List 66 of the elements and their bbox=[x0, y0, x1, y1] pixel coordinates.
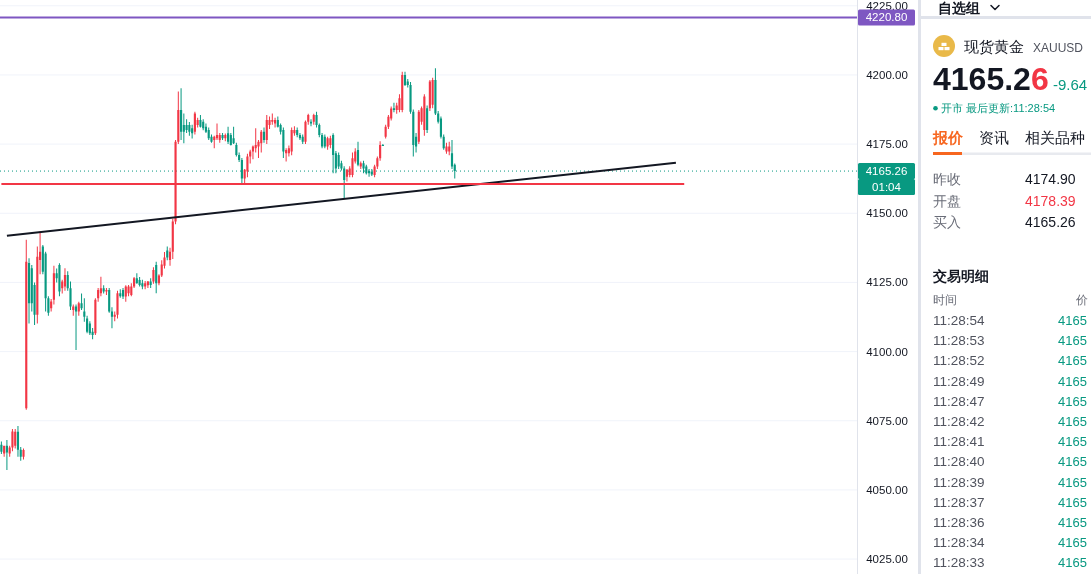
candlestick bbox=[152, 267, 155, 284]
y-tick-label: 11:28:37 bbox=[933, 494, 985, 510]
y-tick-label: 11:28:42 bbox=[933, 414, 985, 429]
text: 报价 bbox=[932, 129, 964, 146]
y-tick-label: 4050.00 bbox=[866, 483, 908, 496]
text: -9.64 bbox=[1053, 76, 1088, 93]
candlestick bbox=[58, 263, 61, 297]
text: 自选组 bbox=[938, 0, 980, 16]
y-tick-label: 4200.00 bbox=[866, 68, 908, 81]
text: 开市 最后更新:11:28:54 bbox=[941, 102, 1056, 114]
y-tick-label: 11:28:36 bbox=[933, 515, 985, 530]
y-tick-label: 11:28:40 bbox=[933, 454, 985, 470]
y-tick-label: 11:28:49 bbox=[933, 373, 985, 389]
text: 4174.90 bbox=[1025, 171, 1076, 187]
candlestick bbox=[271, 113, 274, 125]
y-tick-label: 11:28:34 bbox=[933, 535, 986, 551]
data-label: 4165 bbox=[1058, 555, 1087, 571]
data-label: 4165 bbox=[1058, 313, 1087, 328]
candlestick bbox=[445, 142, 448, 154]
y-axis-title: 时间 bbox=[933, 293, 957, 307]
text: 相关品种 bbox=[1025, 129, 1085, 146]
y-tick-label: 4225.00 bbox=[866, 0, 908, 12]
y-tick-label: 11:28:52 bbox=[933, 353, 985, 369]
candlestick bbox=[221, 133, 224, 140]
data-label: 4165 bbox=[1058, 515, 1087, 530]
y-tick-label: 11:28:53 bbox=[933, 333, 985, 349]
y-tick-label: 11:28:33 bbox=[933, 555, 985, 571]
ref-line-label: 4165.26 bbox=[865, 165, 908, 178]
data-label: 4165 bbox=[1058, 434, 1087, 450]
data-label: 4165 bbox=[1058, 535, 1087, 551]
ref-line-label: 4220.80 bbox=[865, 11, 908, 24]
text: XAUUSD bbox=[1033, 41, 1084, 55]
text: 开盘 bbox=[933, 193, 961, 209]
text: 4165.26 bbox=[933, 61, 1049, 97]
text: 4178.39 bbox=[1025, 193, 1076, 209]
y-tick-label: 11:28:54 bbox=[933, 313, 986, 328]
y-tick-label: 4075.00 bbox=[866, 414, 908, 427]
data-label: 4165 bbox=[1058, 373, 1087, 389]
text: 买入 bbox=[933, 214, 961, 230]
data-label: 4165 bbox=[1058, 414, 1087, 429]
text: 4165.26 bbox=[1025, 214, 1076, 230]
text: 昨收 bbox=[933, 171, 961, 187]
data-label: 4165 bbox=[1058, 474, 1087, 490]
data-label: 4165 bbox=[1058, 494, 1087, 510]
candlestick bbox=[105, 287, 108, 295]
y-tick-label: 4150.00 bbox=[866, 207, 908, 220]
y-tick-label: 11:28:41 bbox=[933, 434, 985, 450]
y-tick-label: 4175.00 bbox=[866, 138, 908, 151]
candlestick bbox=[199, 115, 202, 128]
data-label: 4165 bbox=[1058, 454, 1087, 470]
data-label: 4165 bbox=[1058, 333, 1087, 349]
chart-title: 交易明细 bbox=[932, 268, 989, 284]
text: 资讯 bbox=[979, 129, 1009, 146]
y-tick-label: 4025.00 bbox=[866, 553, 908, 566]
data-label: 4165 bbox=[1058, 353, 1087, 369]
candlestick bbox=[116, 290, 119, 319]
candlestick bbox=[22, 448, 25, 460]
y-tick-label: 11:28:47 bbox=[933, 393, 985, 409]
y-tick-label: 4125.00 bbox=[866, 276, 908, 289]
candlestick bbox=[351, 152, 354, 178]
text: 现货黄金 bbox=[964, 38, 1024, 55]
y-tick-label: 4100.00 bbox=[866, 345, 908, 358]
x-tick-label: 价 bbox=[1075, 293, 1088, 307]
text: 01:04 bbox=[872, 181, 902, 194]
data-label: 4165 bbox=[1058, 393, 1087, 409]
y-tick-label: 11:28:39 bbox=[933, 474, 985, 490]
